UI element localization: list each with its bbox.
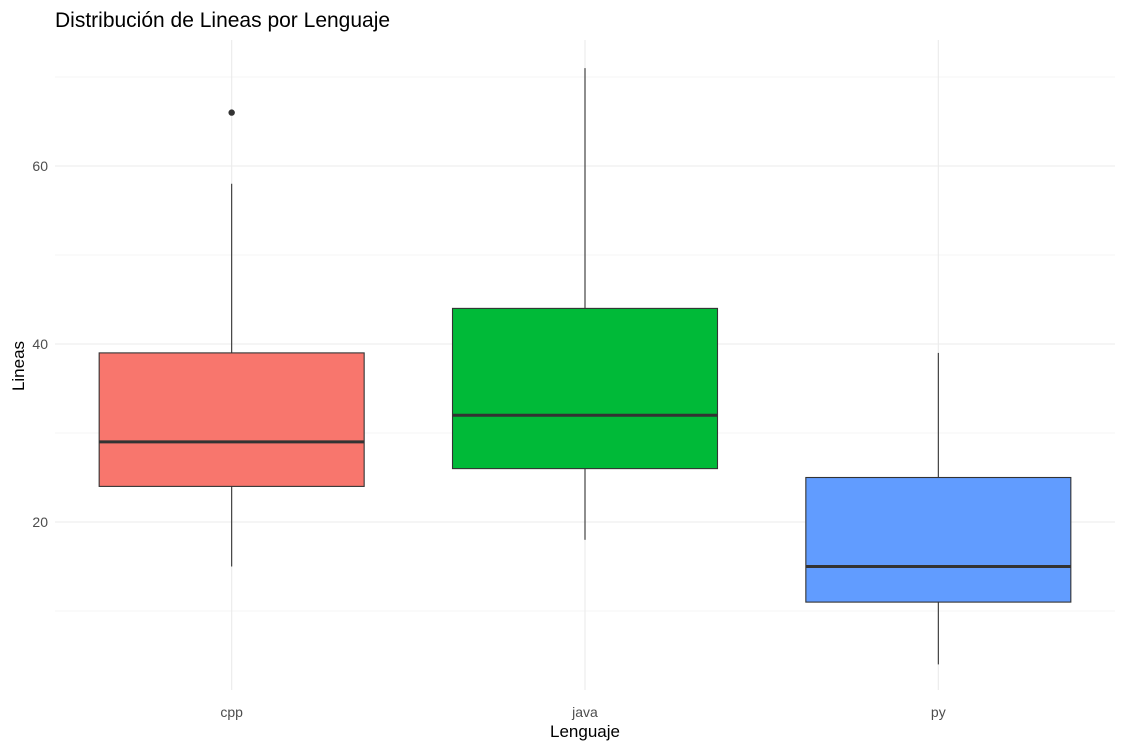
box-py: [805, 352, 1072, 665]
x-tick-label-cpp: cpp: [220, 704, 243, 720]
iqr-box: [98, 352, 365, 487]
y-tick-label: 20: [32, 514, 48, 530]
chart-title: Distribución de Lineas por Lenguaje: [55, 9, 390, 32]
iqr-box: [805, 476, 1072, 603]
outlier-point: [228, 109, 235, 116]
box-java: [451, 68, 719, 540]
iqr-box: [451, 307, 719, 470]
box-cpp: [98, 109, 365, 567]
y-tick-label: 60: [32, 158, 48, 174]
y-tick-label: 40: [32, 336, 48, 352]
x-tick-labels: cpp java py: [220, 704, 945, 720]
y-axis-title: Lineas: [9, 341, 28, 391]
x-tick-label-py: py: [931, 704, 946, 720]
boxes: [98, 68, 1072, 665]
x-tick-label-java: java: [571, 704, 598, 720]
x-axis-title: Lenguaje: [550, 722, 620, 741]
y-tick-labels: 20 40 60: [32, 158, 48, 530]
